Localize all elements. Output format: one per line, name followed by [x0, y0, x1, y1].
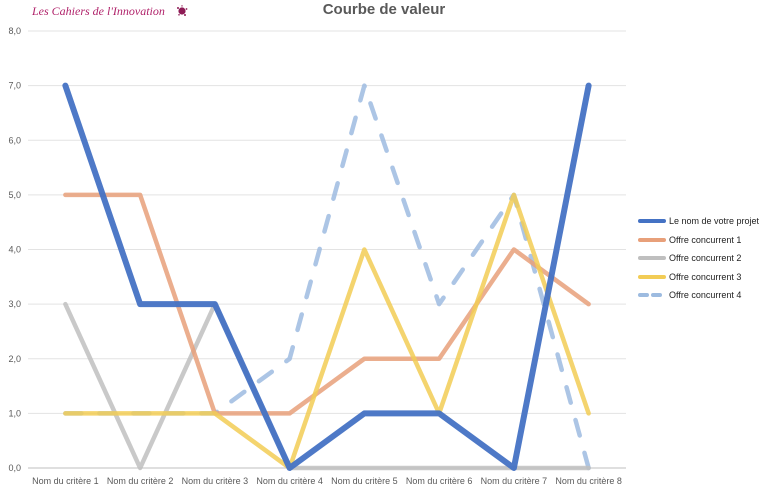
y-tick-label: 0,0	[8, 463, 21, 473]
series-line	[63, 192, 591, 471]
brand-logo-text: Les Cahiers de l'Innovation	[32, 4, 165, 18]
y-tick-label: 6,0	[8, 135, 21, 145]
legend-swatch	[638, 291, 666, 299]
series-lines	[62, 82, 592, 471]
chart-title: Courbe de valeur	[322, 1, 446, 18]
x-tick-label: Nom du critère 1	[32, 476, 99, 486]
legend-swatch	[638, 236, 666, 244]
series-line	[63, 192, 591, 416]
y-tick-label: 4,0	[8, 245, 21, 255]
x-tick-label: Nom du critère 8	[555, 476, 622, 486]
series-line	[63, 301, 591, 471]
y-tick-label: 7,0	[8, 81, 21, 91]
series-line	[63, 83, 591, 471]
legend-label: Offre concurrent 2	[669, 253, 742, 264]
legend-item: Offre concurrent 2	[638, 249, 759, 268]
y-tick-label: 8,0	[8, 26, 21, 36]
x-axis-ticks: Nom du critère 1 Nom du critère 2 Nom du c…	[32, 476, 622, 486]
gridlines	[28, 30, 626, 469]
legend-label: Offre concurrent 1	[669, 234, 742, 245]
legend-item: Offre concurrent 3	[638, 268, 759, 287]
legend-item: Offre concurrent 1	[638, 231, 759, 250]
legend-item: Offre concurrent 4	[638, 286, 759, 305]
legend-label: Offre concurrent 3	[669, 271, 742, 282]
y-axis-ticks: 0,0 1,0 2,0 3,0 4,0 5,0 6,0 7,0 8,0	[8, 26, 21, 473]
y-tick-label: 5,0	[8, 190, 21, 200]
legend: Le nom de votre projet Offre concurrent 1…	[638, 212, 759, 305]
legend-swatch	[638, 217, 666, 225]
y-tick-label: 2,0	[8, 354, 21, 364]
series-line	[62, 82, 592, 471]
x-tick-label: Nom du critère 4	[256, 476, 323, 486]
x-tick-label: Nom du critère 2	[107, 476, 174, 486]
x-tick-label: Nom du critère 6	[406, 476, 473, 486]
legend-item: Le nom de votre projet	[638, 212, 759, 231]
x-tick-label: Nom du critère 5	[331, 476, 398, 486]
x-tick-label: Nom du critère 7	[481, 476, 548, 486]
legend-label: Le nom de votre projet	[669, 216, 760, 227]
x-tick-label: Nom du critère 3	[182, 476, 249, 486]
ink-splat-icon	[177, 5, 188, 16]
legend-label: Offre concurrent 4	[669, 290, 742, 301]
y-tick-label: 3,0	[8, 299, 21, 309]
y-tick-label: 1,0	[8, 408, 21, 418]
legend-swatch	[638, 254, 666, 262]
legend-swatch	[638, 273, 666, 281]
